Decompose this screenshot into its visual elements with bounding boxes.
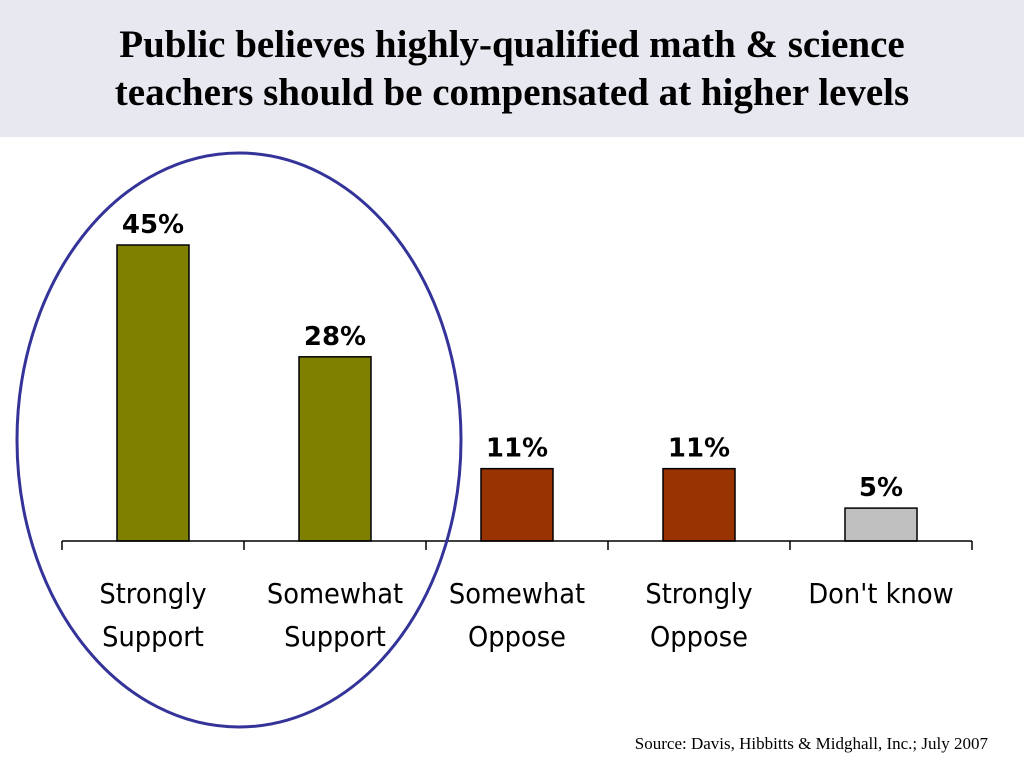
category-label-1-line-1: Support (284, 621, 386, 653)
bar-0 (116, 244, 190, 542)
category-label-0-line-1: Support (102, 621, 204, 653)
highlight-ellipse (15, 151, 463, 729)
category-label-4: Don't know (808, 578, 953, 610)
data-label-2: 11% (486, 434, 548, 464)
data-label-0: 45% (122, 210, 184, 240)
bar-1 (298, 356, 372, 542)
bar-chart: 45% 28% 11% 11% 5% Strongly Support Somewhat Sup… (15, 151, 973, 729)
category-label-3: Strongly Oppose (645, 578, 752, 653)
category-label-2-line-1: Oppose (468, 621, 566, 653)
source-note: Source: Davis, Hibbitts & Midghall, Inc.… (634, 734, 988, 753)
category-label-2-line-0: Somewhat (449, 578, 585, 610)
bar-2 (480, 467, 554, 542)
category-label-3-line-1: Oppose (650, 621, 748, 653)
title-band: Public believes highly-qualified math & … (0, 0, 1024, 137)
category-label-2: Somewhat Oppose (449, 578, 585, 653)
chart-title-line-1: Public believes highly-qualified math & … (119, 22, 905, 66)
bar-4 (844, 507, 918, 542)
category-label-0: Strongly Support (99, 578, 206, 653)
category-label-0-line-0: Strongly (99, 578, 206, 610)
data-label-4: 5% (859, 473, 903, 503)
data-label-3: 11% (668, 434, 730, 464)
chart-title-line-2: teachers should be compensated at higher… (114, 70, 910, 114)
category-label-1-line-0: Somewhat (267, 578, 403, 610)
category-label-4-line-0: Don't know (808, 578, 953, 610)
bar-3 (662, 467, 736, 542)
data-label-1: 28% (304, 322, 366, 352)
category-label-1: Somewhat Support (267, 578, 403, 653)
category-label-3-line-0: Strongly (645, 578, 752, 610)
